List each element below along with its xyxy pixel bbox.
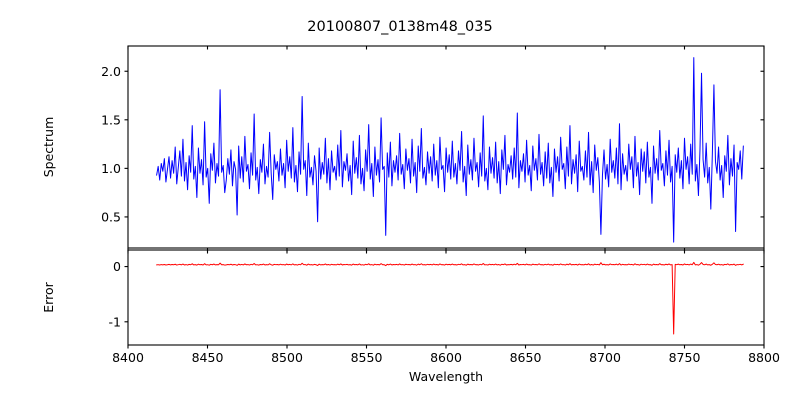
y-tick-label: 1.0 xyxy=(101,161,121,176)
y-tick-label: 2.0 xyxy=(101,64,121,79)
spectrum-trace xyxy=(156,57,744,243)
x-axis-label: Wavelength xyxy=(409,369,483,384)
y-axis-label: Spectrum xyxy=(41,117,56,178)
error-panel: 8400 8450 8500 8550 8600 8650 8700 8750 8800 0 -1 E… xyxy=(41,249,780,365)
x-tick-label: 8700 xyxy=(589,350,621,365)
x-tick-label: 8650 xyxy=(510,350,542,365)
error-trace xyxy=(156,261,744,335)
spectrum-panel: 0.5 1.0 1.5 2.0 Spectrum xyxy=(41,45,765,252)
y-tick-label: -1 xyxy=(109,314,121,329)
x-tick-label: 8500 xyxy=(271,350,303,365)
figure-title: 20100807_0138m48_035 xyxy=(307,19,492,35)
x-tick-label: 8550 xyxy=(351,350,383,365)
panels-container: 0.5 1.0 1.5 2.0 Spectrum 8400 8450 8500 8550 8600… xyxy=(41,45,780,365)
x-tick-label: 8450 xyxy=(192,350,224,365)
x-tick-label: 8400 xyxy=(112,350,144,365)
x-tick-label: 8600 xyxy=(430,350,462,365)
y-tick-label: 0.5 xyxy=(101,209,121,224)
x-tick-label: 8750 xyxy=(669,350,701,365)
y-tick-label: 0 xyxy=(113,259,121,274)
x-tick-label: 8800 xyxy=(748,350,780,365)
y-tick-label: 1.5 xyxy=(101,112,121,127)
y-axis-label: Error xyxy=(41,281,56,312)
